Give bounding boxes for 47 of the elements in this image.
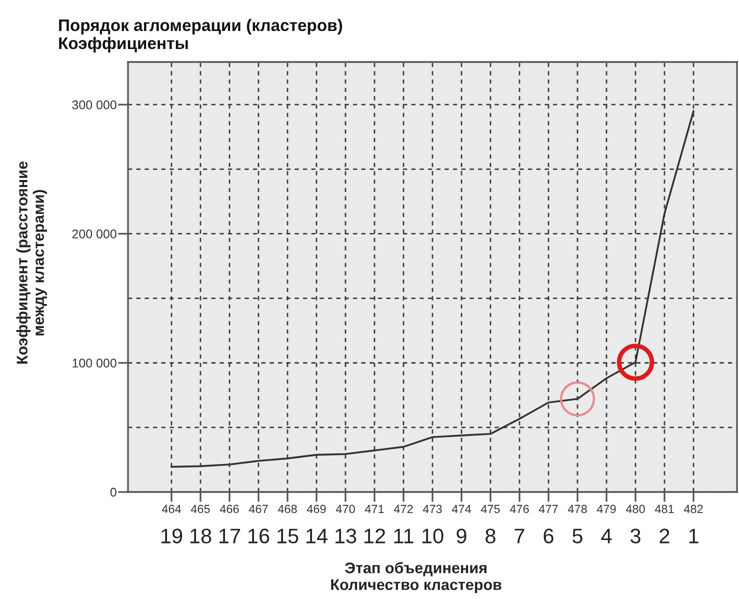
chart-subtitle: Коэффициенты (59, 36, 188, 52)
x-tick-label: 472 (394, 504, 413, 514)
x-tick-label: 464 (162, 504, 182, 514)
x-tick-label: 475 (480, 504, 500, 514)
x-tick-label: 469 (306, 504, 326, 514)
x2-tick-label: 18 (190, 528, 212, 544)
y-axis-title: Коэффициент (расстояние между кластерами) (16, 162, 48, 364)
y-tick-label: 300 000 (72, 100, 116, 110)
x2-axis-title: Количество кластеров (331, 579, 502, 594)
x-tick-label: 467 (248, 504, 268, 514)
x-tick-label: 471 (364, 504, 384, 514)
y-tick-label: 200 000 (72, 230, 116, 238)
x-tick-label: 473 (422, 504, 442, 514)
x2-tick-label: 14 (306, 528, 328, 544)
y-tick-label: 100 000 (72, 358, 116, 368)
x2-tick-label: 2 (660, 528, 670, 544)
x2-tick-label: 13 (336, 528, 356, 544)
x-axis-title: Этап объединения (345, 562, 486, 576)
x-tick-label: 466 (220, 504, 239, 514)
x2-tick-label: 5 (572, 528, 582, 544)
x2-tick-label: 9 (456, 528, 466, 544)
x2-tick-label: 1 (689, 528, 698, 544)
x2-tick-label: 10 (422, 528, 444, 544)
x2-tick-label: 19 (162, 528, 182, 544)
x-tick-label: 478 (568, 504, 587, 514)
x2-tick-label: 11 (394, 528, 414, 544)
y-tick-label: 0 (110, 488, 116, 497)
x-tick-label: 470 (336, 504, 355, 514)
x-tick-label: 480 (626, 504, 645, 514)
x2-tick-label: 3 (630, 528, 640, 544)
x-tick-label: 479 (596, 504, 616, 514)
x-tick-label: 481 (654, 504, 674, 514)
x2-tick-label: 6 (544, 528, 554, 544)
x-tick-label: 474 (452, 504, 472, 514)
x2-tick-label: 17 (220, 528, 240, 544)
x2-tick-label: 8 (486, 528, 496, 544)
x2-tick-label: 7 (514, 528, 524, 544)
chart-title: Порядок агломерации (кластеров) (59, 18, 342, 34)
x-tick-label: 476 (510, 504, 529, 514)
x-tick-label: 482 (684, 504, 703, 514)
x-tick-label: 477 (538, 504, 558, 514)
x2-tick-label: 16 (248, 528, 270, 544)
x2-tick-label: 12 (364, 528, 386, 544)
x-tick-label: 468 (278, 504, 297, 514)
x2-tick-label: 15 (278, 528, 298, 544)
x-tick-label: 465 (190, 504, 210, 514)
x2-tick-label: 4 (601, 528, 612, 544)
